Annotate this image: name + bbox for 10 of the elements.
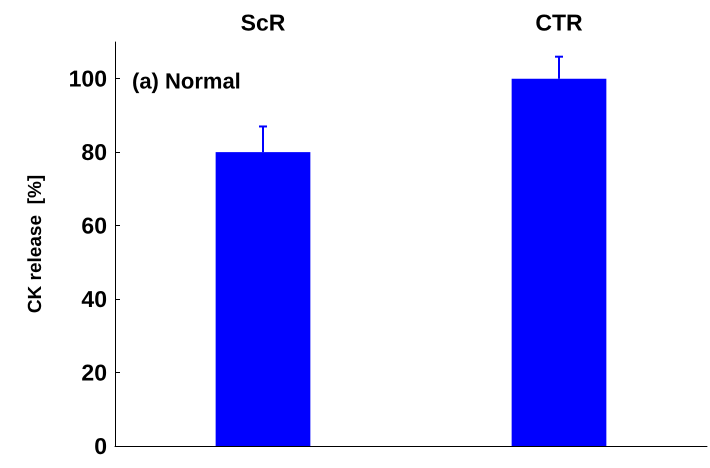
y-tick-label: 20 xyxy=(81,360,107,386)
y-tick-label: 0 xyxy=(94,433,107,459)
x-tick-label: CTR xyxy=(535,10,584,36)
y-tick-label: 100 xyxy=(68,66,107,92)
y-tick-label: 60 xyxy=(81,212,107,239)
annotation: (a) Normal xyxy=(132,68,241,94)
y-tick-label: 40 xyxy=(81,286,107,312)
x-tick-label: ScR xyxy=(240,10,286,36)
y-tick-label: 80 xyxy=(81,139,107,166)
y-axis-title: CK release [%] xyxy=(25,174,46,314)
